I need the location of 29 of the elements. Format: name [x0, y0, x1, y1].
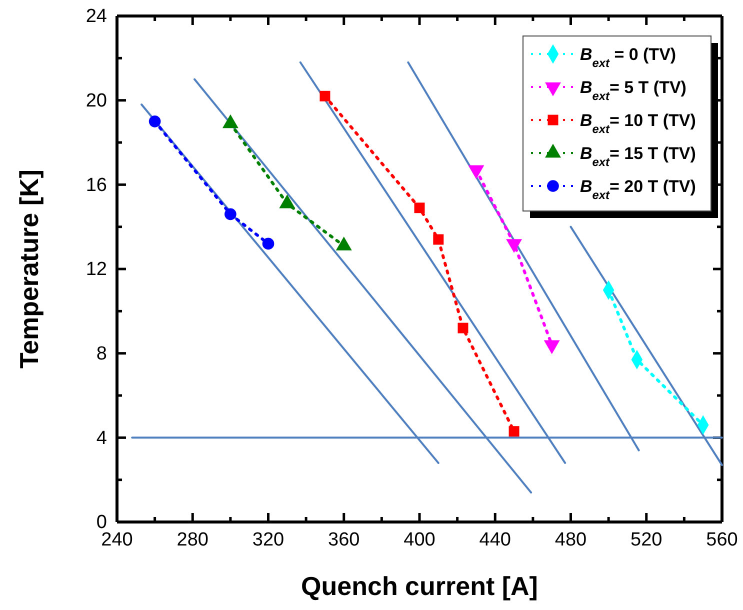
- x-tick-label: 280: [176, 529, 208, 550]
- legend-label: B$_{ext}$= 10 T (TV): [580, 111, 696, 136]
- legend-label: B$_{ext}$ = 0 (TV): [580, 45, 676, 70]
- point: [224, 208, 236, 220]
- y-tick-label: 12: [86, 259, 107, 280]
- y-tick-label: 20: [86, 90, 107, 112]
- y-tick-label: 24: [86, 6, 108, 28]
- x-axis-title: Quench current [A]: [301, 571, 538, 601]
- x-tick-label: 440: [479, 529, 511, 550]
- x-tick-label: 560: [706, 529, 738, 550]
- x-tick-label: 360: [328, 529, 360, 550]
- point: [414, 202, 425, 214]
- x-tick-label: 480: [554, 529, 587, 550]
- legend-label: B$_{ext}$= 20 T (TV): [580, 177, 696, 202]
- legend-label: B$_{ext}$= 15 T (TV): [580, 144, 696, 169]
- point: [433, 234, 444, 245]
- y-tick-label: 8: [96, 343, 107, 364]
- x-tick-label: 520: [630, 529, 662, 550]
- point: [262, 238, 274, 250]
- x-tick-label: 320: [252, 529, 284, 550]
- point: [148, 116, 161, 128]
- y-axis-title: Temperature [K]: [14, 170, 44, 368]
- legend-label: B$_{ext}$= 5 T (TV): [580, 78, 686, 103]
- y-tick-label: 16: [86, 174, 107, 196]
- x-tick-label: 400: [404, 529, 436, 550]
- point: [320, 90, 330, 102]
- y-tick-label: 4: [96, 428, 108, 449]
- point: [458, 322, 468, 334]
- point: [508, 426, 520, 437]
